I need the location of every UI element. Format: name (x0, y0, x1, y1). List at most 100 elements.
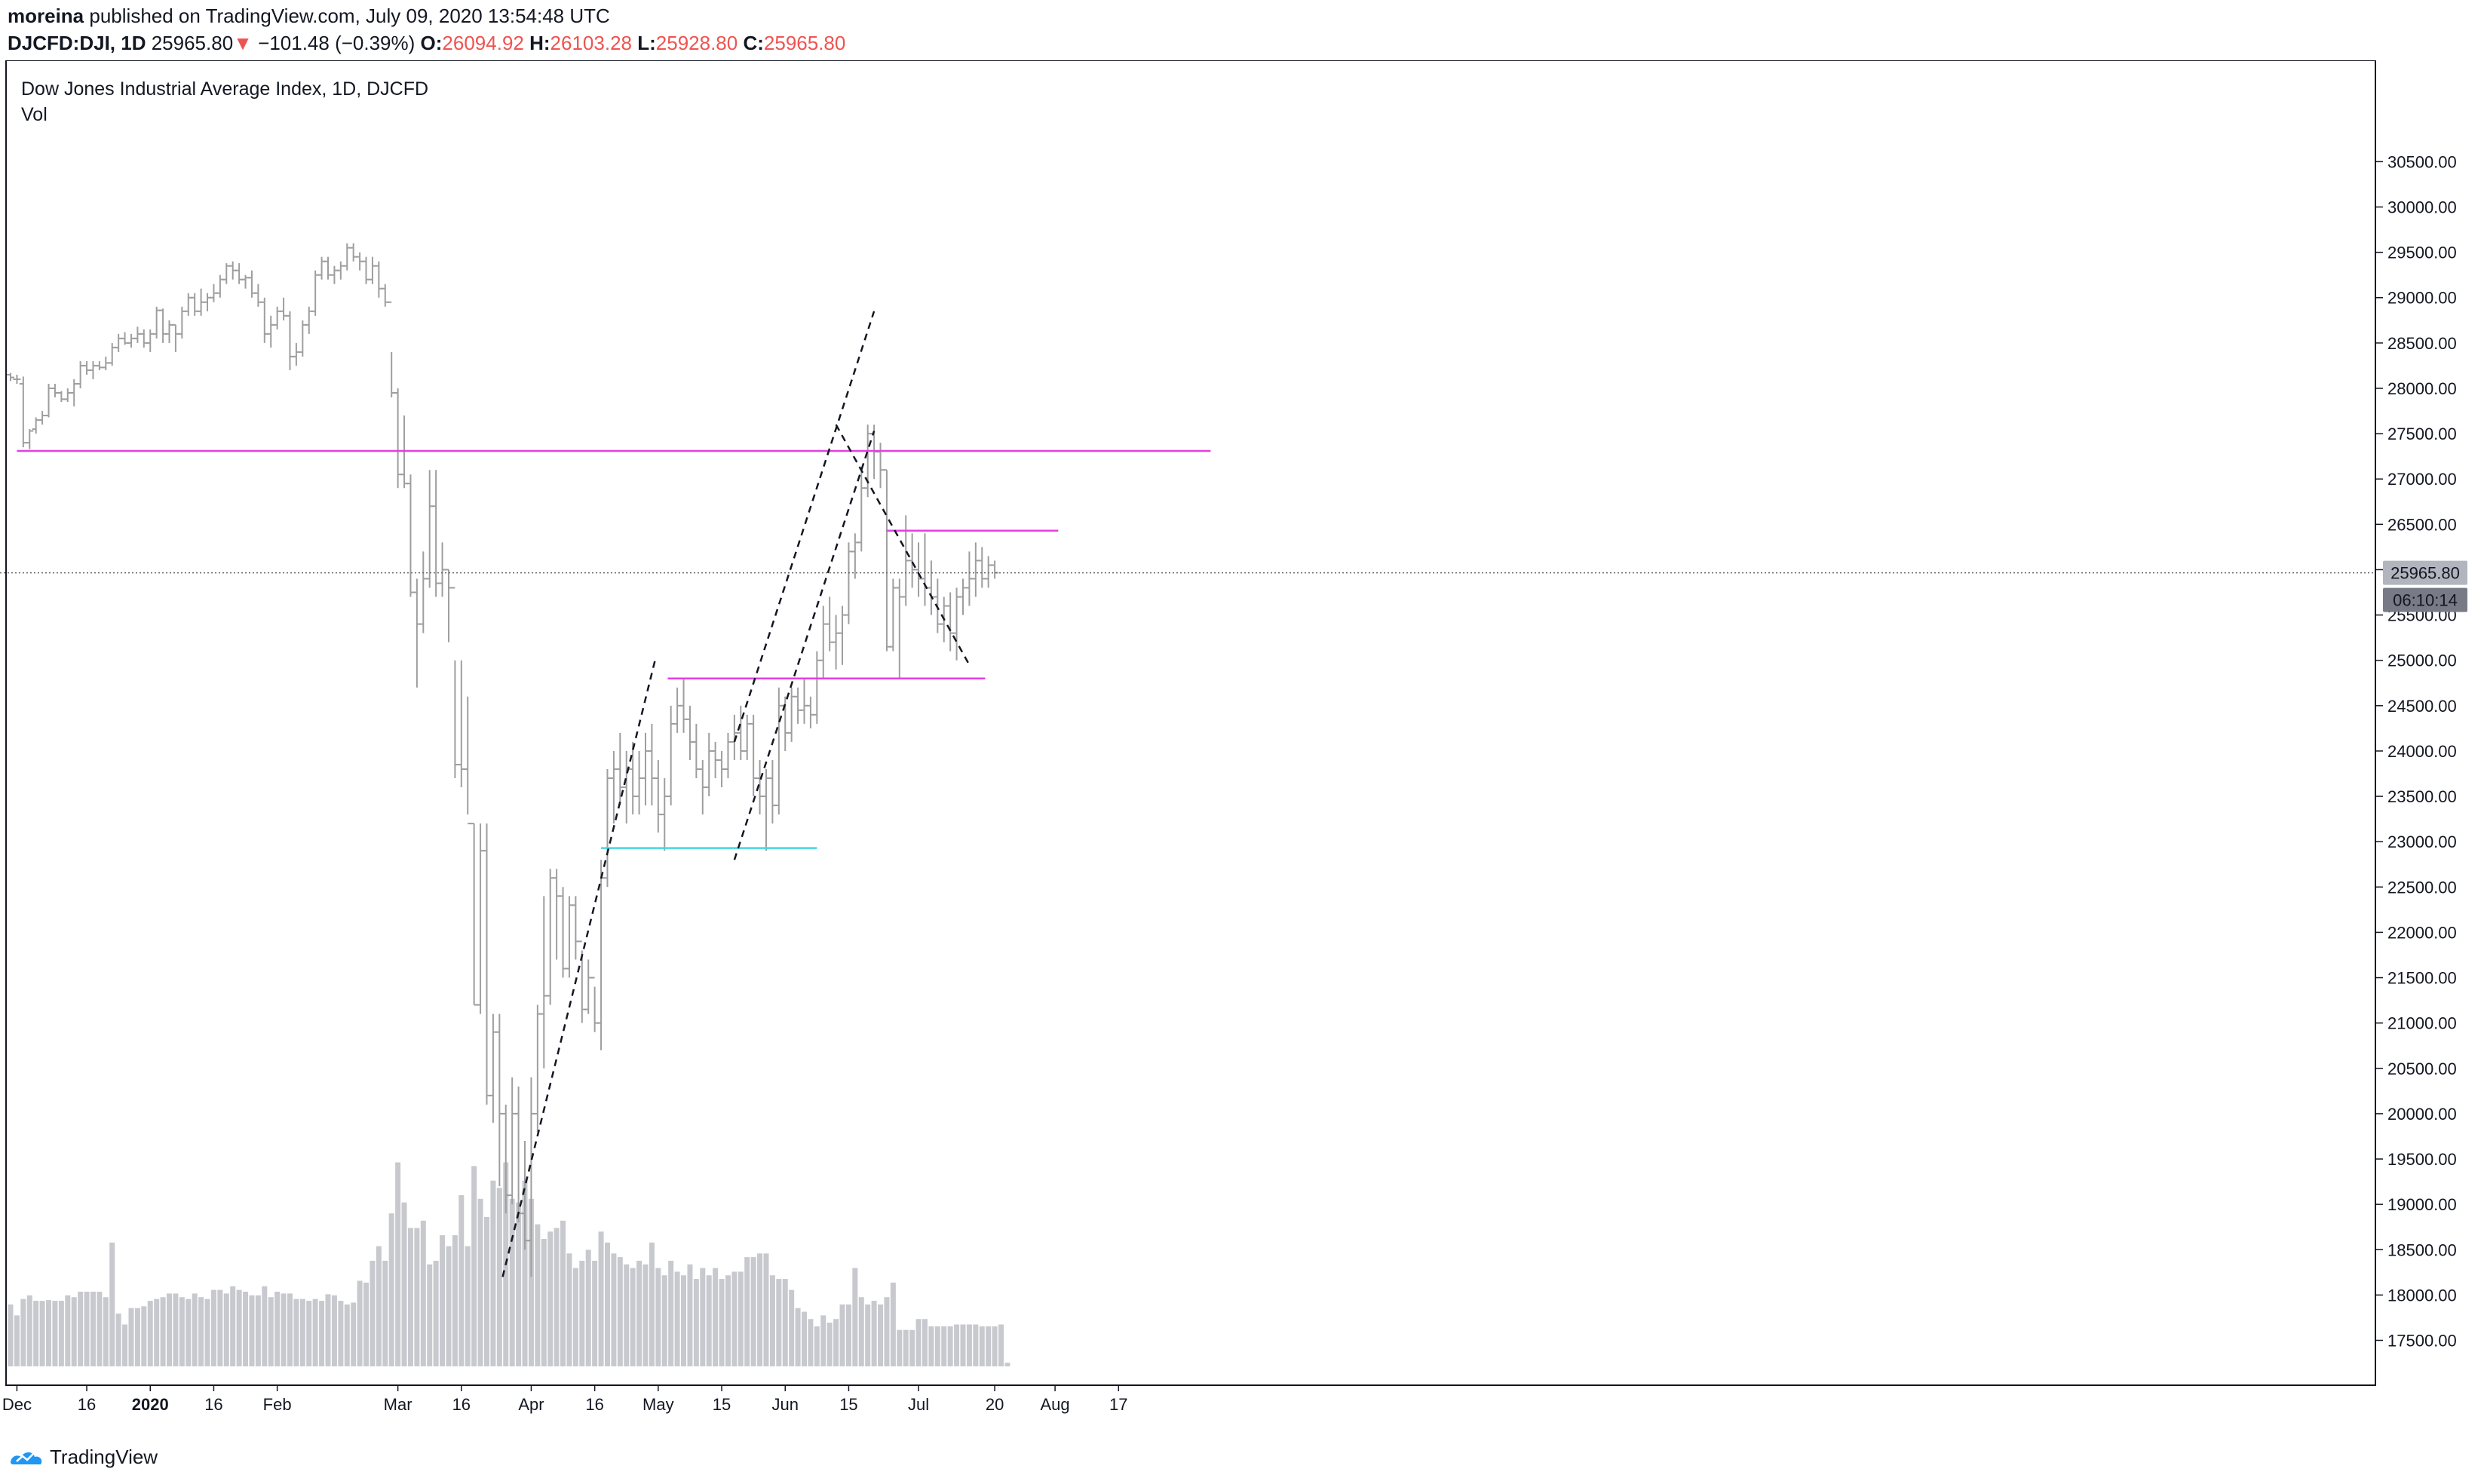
volume-bar (966, 1324, 972, 1366)
price-axis-label: 29500.00 (2387, 244, 2457, 262)
volume-bar (839, 1304, 845, 1366)
countdown-tag (2383, 587, 2467, 612)
volume-bar (814, 1326, 820, 1366)
ohlc-bar (7, 373, 14, 382)
volume-bar (661, 1275, 667, 1366)
volume-bar (281, 1293, 287, 1366)
volume-bar (154, 1298, 160, 1366)
volume-bar (312, 1298, 318, 1366)
author-name[interactable]: moreina (8, 5, 84, 27)
close-value: 25965.80 (763, 32, 846, 54)
volume-bar (738, 1271, 744, 1366)
volume-bar (776, 1279, 782, 1366)
price-axis-label: 30000.00 (2387, 198, 2457, 217)
volume-legend[interactable]: Vol (21, 104, 48, 125)
volume-bar (433, 1260, 439, 1366)
price-axis-label: 26500.00 (2387, 515, 2457, 534)
volume-bar (693, 1279, 699, 1366)
trendlines (501, 311, 971, 1277)
time-axis-label: May (642, 1395, 674, 1414)
volume-bar (763, 1253, 769, 1366)
volume-bar (865, 1304, 871, 1366)
volume-bar (649, 1242, 655, 1366)
open-label: O: (420, 32, 443, 54)
price-axis-label: 22000.00 (2387, 923, 2457, 942)
volume-bar (223, 1293, 229, 1366)
time-axis-label: Jun (771, 1395, 798, 1414)
volume-bar (592, 1260, 598, 1366)
volume-bar (490, 1180, 496, 1366)
volume-bar (351, 1302, 357, 1366)
series-legend-title[interactable]: Dow Jones Industrial Average Index, 1D, … (21, 78, 429, 100)
quote-header: DJCFD:DJI, 1D 25965.80▼ −101.48 (−0.39%)… (8, 32, 845, 55)
volume-bar (960, 1324, 966, 1366)
volume-bar (1004, 1363, 1010, 1366)
volume-bar (719, 1279, 725, 1366)
trendline-june-down (835, 424, 971, 666)
volume-bar (789, 1289, 795, 1366)
volume-bar (325, 1294, 331, 1366)
publish-info: moreina published on TradingView.com, Ju… (8, 5, 610, 28)
last-price-tag-text: 25965.80 (2390, 564, 2460, 583)
volume-bar (115, 1313, 121, 1366)
close-label: C: (743, 32, 764, 54)
volume-bar (243, 1291, 249, 1366)
volume-bar (630, 1268, 636, 1366)
countdown-tag-text: 06:10:14 (2393, 591, 2458, 610)
volume-bar (338, 1301, 344, 1366)
low-value: 25928.80 (655, 32, 738, 54)
volume-bar (554, 1228, 560, 1366)
volume-bar (65, 1295, 71, 1366)
volume-bar (357, 1280, 363, 1366)
volume-bar (725, 1275, 731, 1366)
volume-bar (14, 1315, 20, 1366)
price-axis-label: 30500.00 (2387, 152, 2457, 171)
volume-bar (274, 1291, 281, 1366)
price-axis-label: 24000.00 (2387, 742, 2457, 761)
price-axis-label: 19500.00 (2387, 1150, 2457, 1169)
volume-series (8, 1162, 1010, 1366)
time-axis-label: 16 (452, 1395, 471, 1414)
price-axis-label: 27500.00 (2387, 425, 2457, 443)
volume-bar (26, 1295, 32, 1366)
volume-bar (903, 1329, 909, 1366)
volume-bar (617, 1257, 623, 1366)
volume-bar (401, 1202, 407, 1366)
volume-bar (566, 1253, 572, 1366)
volume-bar (954, 1324, 960, 1366)
volume-bar (287, 1293, 293, 1366)
horizontal-levels (17, 449, 1211, 849)
last-price: 25965.80 (151, 32, 234, 54)
high-value: 26103.28 (550, 32, 632, 54)
volume-bar (465, 1246, 471, 1366)
price-axis-label: 18000.00 (2387, 1286, 2457, 1305)
volume-bar (636, 1260, 642, 1366)
price-axis-label: 23000.00 (2387, 832, 2457, 851)
time-axis[interactable]: Dec 16 2020 16 Feb Mar 16 Apr 16 May 15 Jun 15 Jul 20 A… (2, 1385, 1128, 1414)
volume-bar (802, 1311, 807, 1366)
volume-bar (407, 1228, 413, 1366)
volume-bar (103, 1297, 109, 1366)
volume-bar (687, 1264, 693, 1366)
volume-bar (744, 1257, 750, 1366)
price-change: −101.48 (−0.39%) (258, 32, 416, 54)
volume-bar (134, 1308, 140, 1366)
volume-bar (528, 1198, 534, 1366)
volume-bar (395, 1162, 401, 1366)
high-label: H: (529, 32, 550, 54)
price-tags: 25965.80 06:10:14 (2383, 560, 2467, 612)
volume-bar (852, 1268, 858, 1366)
volume-bar (535, 1224, 541, 1366)
trendline-channel-lower (733, 431, 876, 860)
volume-bar (572, 1268, 578, 1366)
price-chart[interactable]: 17500.00 18000.00 18500.00 19000.00 19500.00… (0, 60, 2484, 1442)
volume-bar (769, 1275, 775, 1366)
volume-bar (642, 1264, 649, 1366)
volume-bar (541, 1238, 547, 1366)
symbol-label[interactable]: DJCFD:DJI, 1D (8, 32, 146, 54)
tradingview-brand[interactable]: TradingView (50, 1445, 158, 1468)
volume-bar (147, 1301, 153, 1366)
volume-bar (674, 1271, 680, 1366)
volume-bar (604, 1242, 610, 1366)
time-axis-label: Dec (2, 1395, 32, 1414)
